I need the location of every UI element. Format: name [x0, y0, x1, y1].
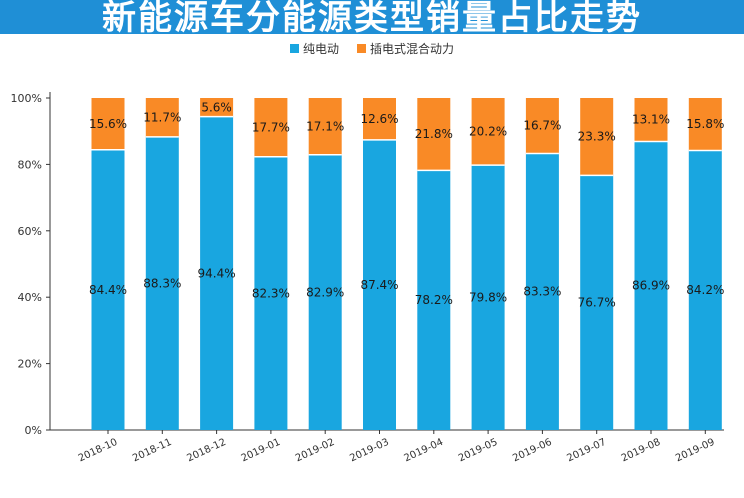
data-label-phev: 16.7%	[523, 119, 561, 133]
data-label-phev: 11.7%	[143, 110, 181, 124]
y-tick-label: 40%	[18, 291, 42, 304]
data-label-ev: 83.3%	[523, 285, 561, 299]
data-label-ev: 88.3%	[143, 276, 181, 290]
x-tick-label: 2019-06	[511, 437, 554, 465]
x-tick-label: 2019-09	[674, 437, 717, 465]
y-tick-label: 0%	[25, 424, 42, 437]
bar-ev	[417, 170, 451, 430]
x-tick-label: 2018-10	[77, 437, 120, 465]
data-label-phev: 20.2%	[469, 125, 507, 139]
bar-ev	[254, 156, 288, 430]
x-tick-label: 2019-03	[348, 437, 391, 465]
bar-phev	[308, 98, 342, 155]
data-label-ev: 79.8%	[469, 291, 507, 305]
data-label-ev: 76.7%	[578, 296, 616, 310]
bar-phev	[254, 98, 288, 157]
data-label-phev: 5.6%	[201, 100, 232, 114]
bar-ev	[688, 150, 722, 430]
data-label-ev: 82.9%	[306, 285, 344, 299]
data-label-ev: 82.3%	[252, 286, 290, 300]
legend-item-phev: 插电式混合动力	[357, 40, 454, 57]
bar-ev	[91, 149, 125, 431]
data-label-phev: 17.1%	[306, 119, 344, 133]
legend-swatch-ev	[289, 44, 299, 53]
legend-label-ev: 纯电动	[302, 42, 339, 56]
bar-phev	[200, 98, 234, 117]
y-tick-label: 100%	[11, 92, 42, 105]
x-tick-label: 2019-01	[240, 437, 283, 465]
data-label-ev: 87.4%	[360, 278, 398, 292]
bar-phev	[145, 98, 179, 137]
bar-ev	[363, 139, 396, 430]
legend-item-ev: 纯电动	[289, 40, 339, 57]
data-label-phev: 17.7%	[252, 120, 290, 134]
bar-phev	[525, 98, 559, 154]
x-tick-label: 2019-04	[403, 437, 446, 465]
data-label-phev: 15.6%	[89, 117, 127, 131]
bar-ev	[200, 116, 234, 430]
data-label-ev: 78.2%	[415, 293, 453, 307]
data-label-phev: 21.8%	[415, 127, 453, 141]
x-tick-label: 2019-07	[565, 437, 608, 465]
bar-ev	[471, 165, 505, 430]
data-label-ev: 86.9%	[632, 279, 670, 293]
bar-phev	[634, 98, 668, 142]
y-tick-label: 80%	[18, 158, 42, 171]
x-tick-label: 2019-05	[457, 437, 500, 465]
bar-phev	[417, 98, 451, 171]
bar-phev	[471, 98, 505, 166]
x-tick-label: 2018-12	[185, 437, 228, 465]
legend-swatch-phev	[357, 44, 366, 53]
bar-ev	[580, 175, 614, 430]
bar-ev	[308, 154, 342, 430]
bar-ev	[634, 141, 668, 430]
bar-phev	[580, 98, 614, 176]
legend-label-phev: 插电式混合动力	[370, 42, 455, 56]
data-label-phev: 12.6%	[360, 112, 398, 126]
data-label-ev: 94.4%	[198, 266, 236, 280]
chart-title: 新能源车分能源类型销量占比走势	[102, 0, 642, 34]
bar-phev	[91, 98, 125, 150]
data-label-ev: 84.2%	[686, 283, 724, 297]
bar-ev	[525, 153, 559, 430]
x-tick-label: 2018-11	[131, 437, 174, 465]
data-label-phev: 15.8%	[686, 117, 724, 131]
bar-phev	[363, 98, 396, 140]
y-tick-label: 60%	[18, 225, 42, 238]
x-tick-label: 2019-08	[620, 437, 663, 465]
bar-ev	[145, 136, 179, 430]
title-bar: 新能源车分能源类型销量占比走势	[0, 0, 744, 34]
data-label-phev: 13.1%	[632, 113, 670, 127]
bar-phev	[688, 98, 722, 151]
data-label-ev: 84.4%	[89, 283, 127, 297]
x-tick-label: 2019-02	[294, 437, 337, 465]
data-label-phev: 23.3%	[578, 130, 616, 144]
legend: 纯电动 插电式混合动力	[0, 40, 744, 57]
y-tick-label: 20%	[18, 358, 42, 371]
